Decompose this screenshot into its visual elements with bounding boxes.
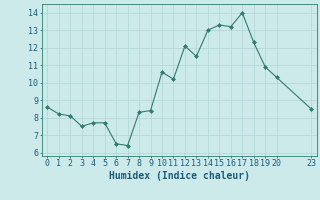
- X-axis label: Humidex (Indice chaleur): Humidex (Indice chaleur): [109, 171, 250, 181]
